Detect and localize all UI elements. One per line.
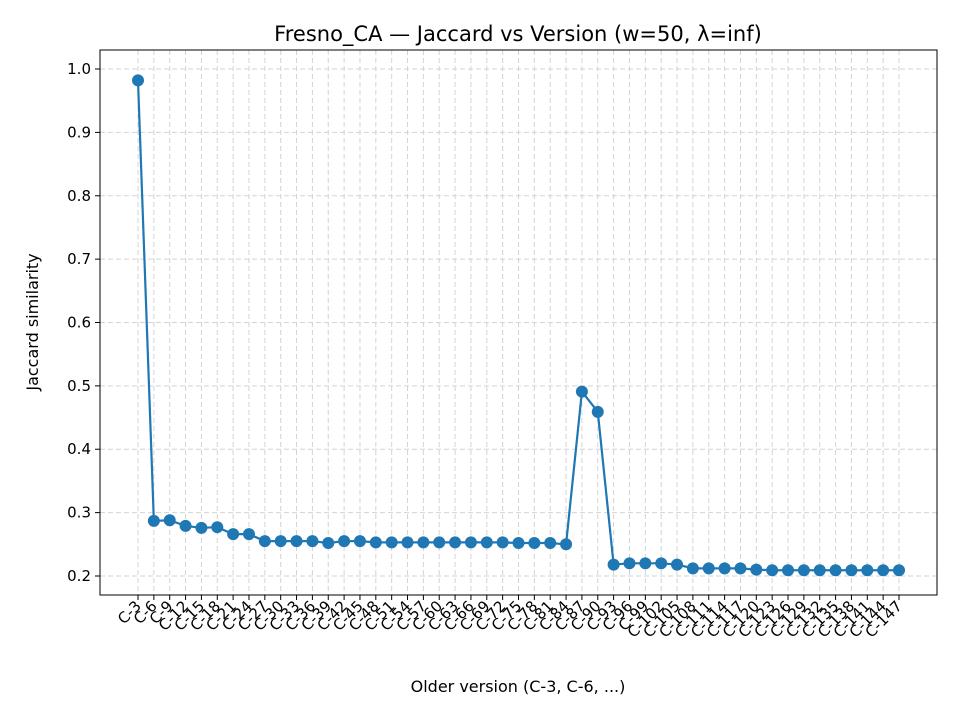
y-tick-label: 0.3 (67, 504, 91, 522)
data-point (179, 519, 192, 532)
data-point (480, 536, 493, 549)
data-point (369, 536, 382, 549)
data-point (782, 564, 795, 577)
chart-title: Fresno_CA — Jaccard vs Version (w=50, λ=… (274, 22, 762, 47)
y-tick-label: 0.6 (67, 314, 91, 332)
y-axis-label: Jaccard similarity (23, 253, 42, 391)
data-point (464, 536, 477, 549)
data-point (829, 564, 842, 577)
data-point (750, 563, 763, 576)
data-point (877, 564, 890, 577)
data-point (227, 528, 240, 541)
y-tick-label: 0.2 (67, 567, 91, 585)
y-tick-label: 1.0 (67, 60, 91, 78)
data-point (560, 538, 573, 551)
data-point (449, 536, 462, 549)
data-point (258, 535, 271, 548)
data-point (195, 521, 208, 534)
data-point (147, 514, 160, 527)
data-point (433, 536, 446, 549)
data-point (813, 564, 826, 577)
data-point (607, 558, 620, 571)
data-point (575, 385, 588, 398)
data-point (322, 537, 335, 550)
data-point (655, 557, 668, 570)
x-axis-label: Older version (C-3, C-6, ...) (411, 677, 626, 696)
x-axis: C-3C-6C-9C-12C-15C-18C-21C-24C-27C-30C-3… (114, 595, 906, 641)
data-point (766, 564, 779, 577)
data-point (385, 536, 398, 549)
y-tick-label: 0.5 (67, 377, 91, 395)
data-point (702, 562, 715, 575)
y-tick-label: 0.7 (67, 250, 91, 268)
data-point (528, 537, 541, 550)
data-point (274, 535, 287, 548)
data-point (401, 536, 414, 549)
data-point (290, 535, 303, 548)
data-point (211, 521, 224, 534)
data-point (306, 535, 319, 548)
data-point (893, 564, 905, 577)
data-point (797, 564, 810, 577)
data-point (417, 536, 430, 549)
data-point (544, 537, 557, 550)
series-layer (132, 74, 905, 577)
data-point (861, 564, 874, 577)
data-point (353, 535, 366, 548)
data-point (718, 562, 731, 575)
y-tick-label: 0.9 (67, 123, 91, 141)
data-point (132, 74, 144, 87)
data-point (686, 562, 699, 575)
data-point (671, 558, 684, 571)
y-tick-label: 0.8 (67, 187, 91, 205)
data-point (496, 536, 509, 549)
data-point (512, 537, 525, 550)
data-point (623, 557, 636, 570)
grid-layer (100, 50, 937, 595)
data-point (734, 562, 747, 575)
data-point (242, 528, 255, 541)
data-point (845, 564, 858, 577)
data-point (338, 535, 351, 548)
y-tick-label: 0.4 (67, 440, 91, 458)
data-point (639, 557, 652, 570)
data-point (163, 514, 176, 527)
data-point (591, 405, 604, 418)
y-axis: 0.2 0.3 0.4 0.5 0.6 0.7 0.8 0.9 1.0 (67, 60, 100, 585)
